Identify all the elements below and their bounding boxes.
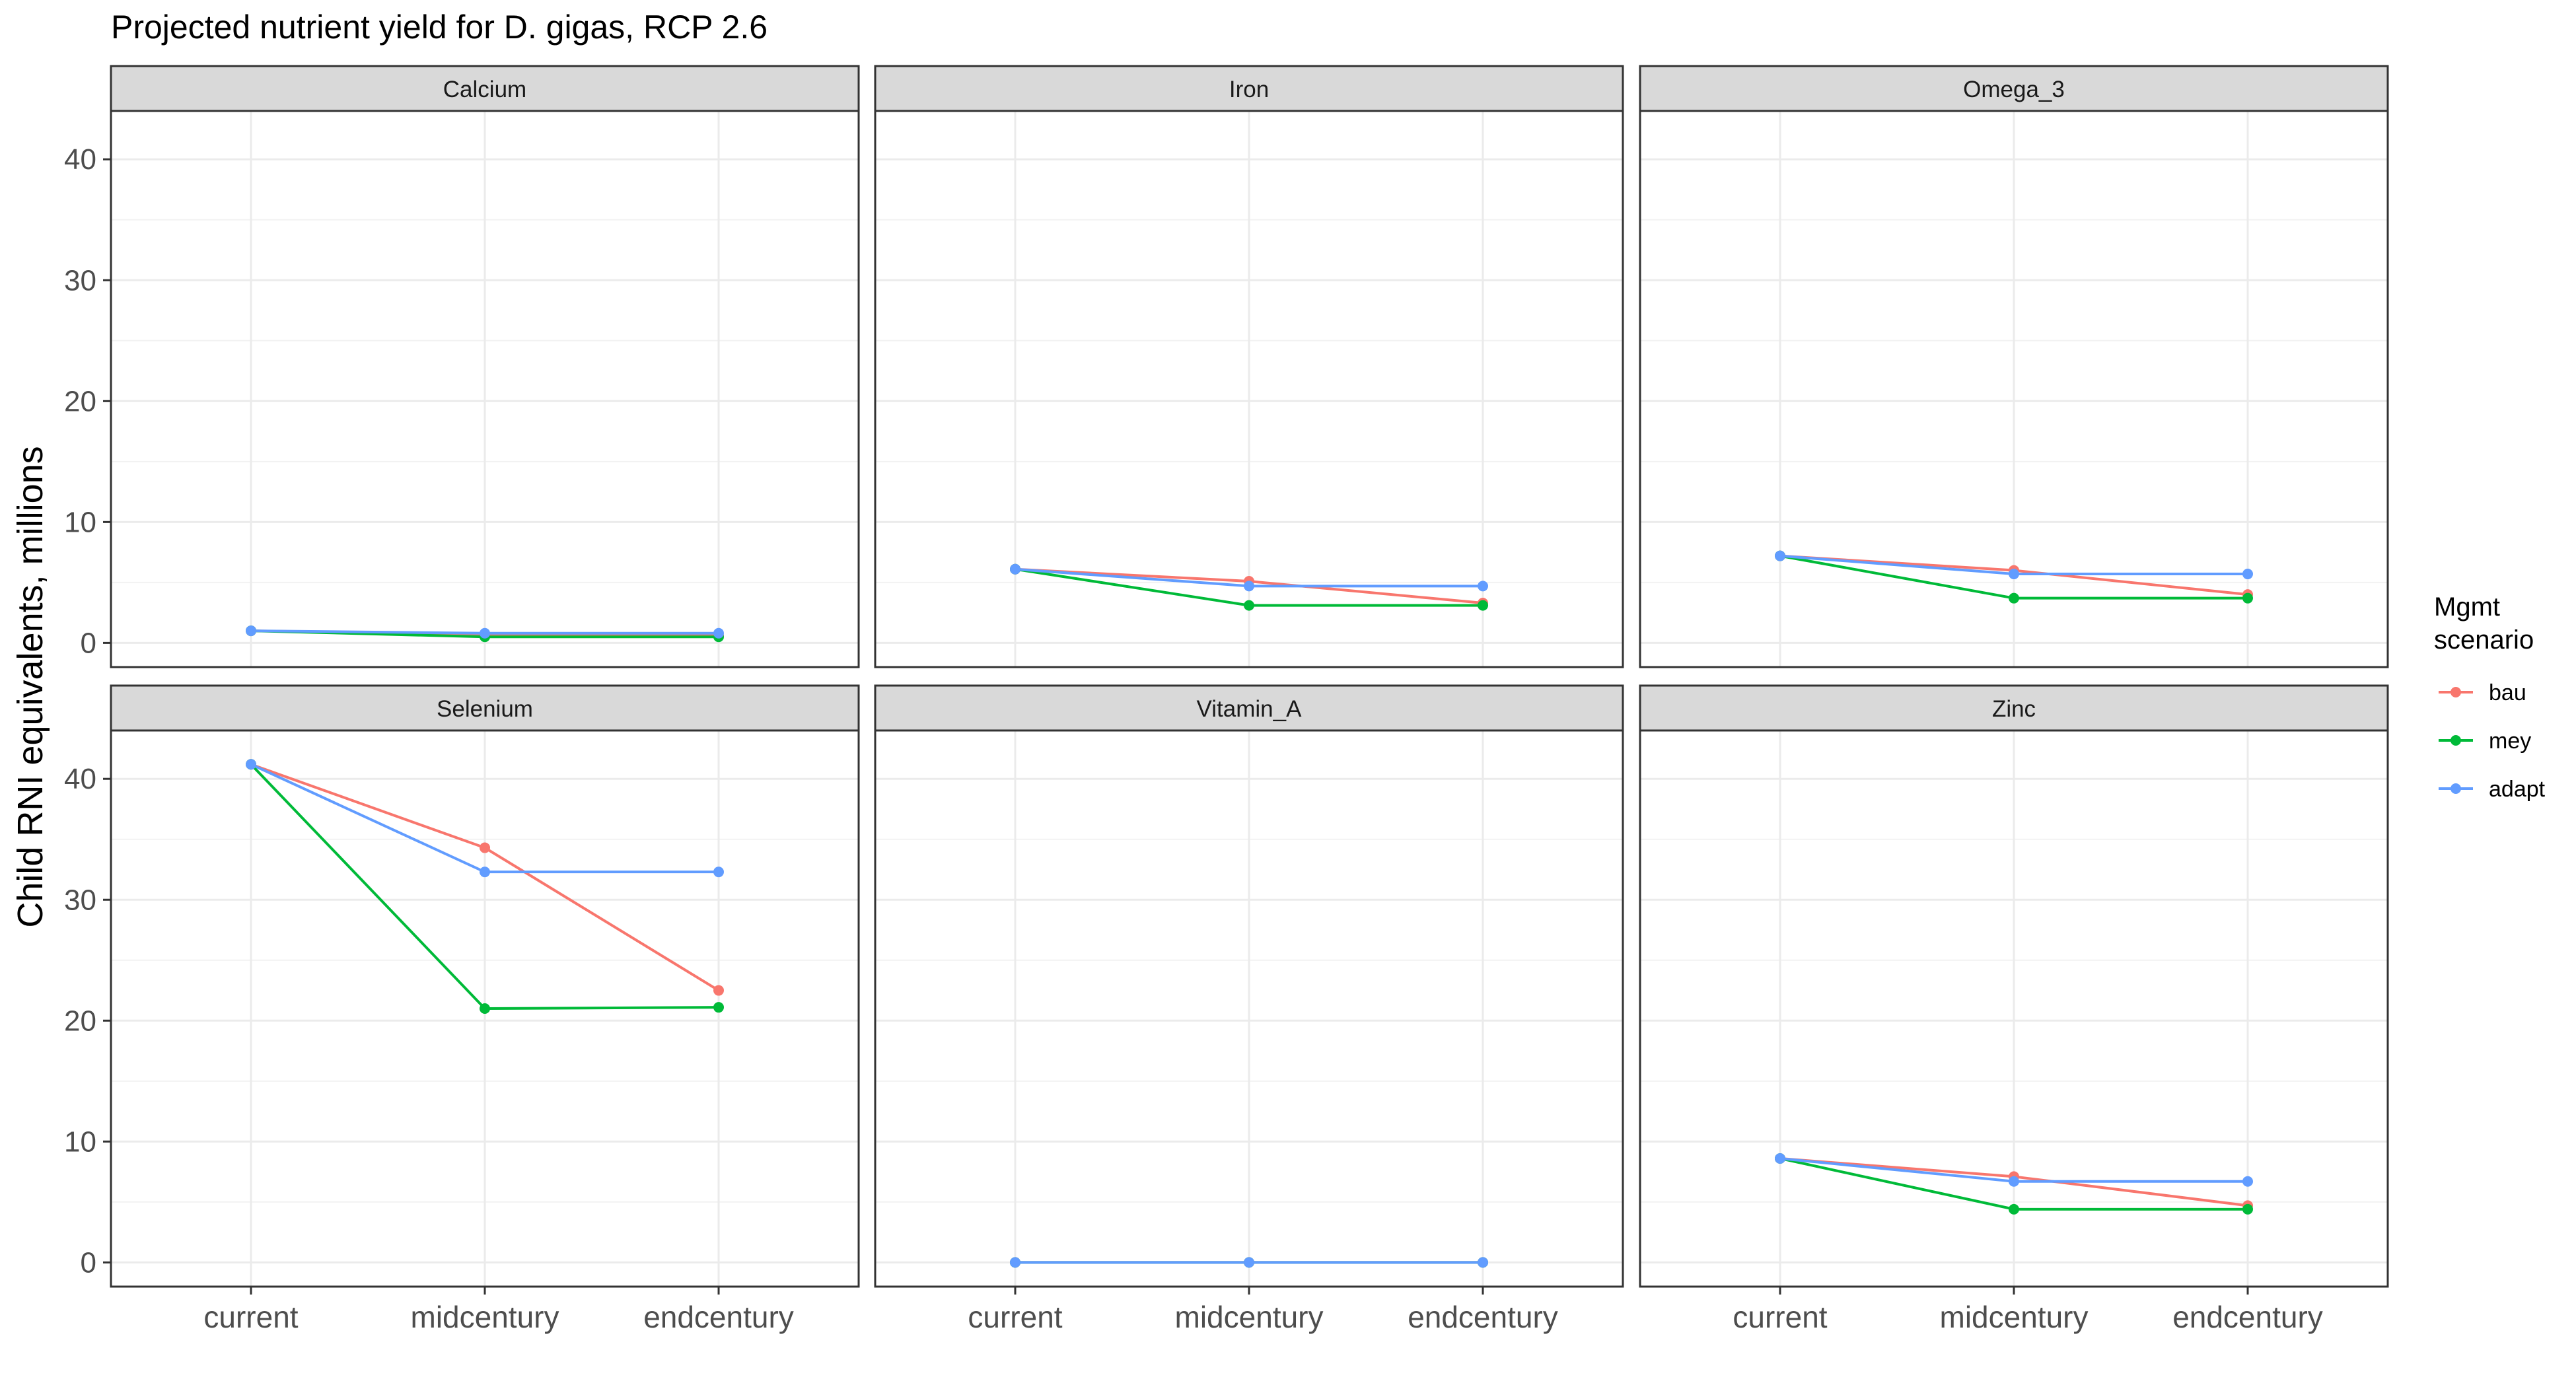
x-tick-label: endcentury	[2172, 1300, 2323, 1334]
legend-title-line-2: scenario	[2434, 625, 2534, 655]
panel-strip	[110, 684, 860, 732]
point-adapt	[713, 627, 724, 639]
point-adapt	[2242, 569, 2253, 580]
y-tick-label: 0	[81, 1246, 96, 1279]
point-adapt	[246, 625, 256, 637]
point-adapt	[1244, 581, 1254, 592]
point-adapt	[480, 627, 490, 639]
panel-strip-label: Calcium	[443, 77, 526, 102]
point-mey	[2242, 592, 2253, 604]
point-adapt	[1478, 581, 1488, 592]
x-tick-label: current	[1733, 1300, 1827, 1334]
legend-label: adapt	[2489, 777, 2546, 802]
y-tick-label: 10	[64, 1125, 96, 1158]
y-tick-label: 20	[64, 385, 96, 417]
point-adapt	[713, 867, 724, 878]
y-axis-label: Child RNI equivalents, millions	[11, 446, 50, 927]
x-tick-label: current	[968, 1300, 1062, 1334]
legend-entry-mey: mey	[2439, 729, 2531, 754]
x-tick-label: midcentury	[1175, 1300, 1324, 1334]
legend-entry-bau: bau	[2439, 680, 2526, 705]
panel-border	[110, 110, 860, 668]
legend-key-point	[2451, 687, 2461, 697]
panel-strip-label: Selenium	[437, 696, 533, 722]
y-tick-label: 20	[64, 1005, 96, 1037]
legend: Mgmt scenario bau mey adapt	[2434, 592, 2546, 802]
legend-entries: bau mey adapt	[2439, 680, 2546, 802]
point-mey	[1478, 600, 1488, 611]
panel-strip-label: Vitamin_A	[1197, 696, 1303, 722]
point-adapt	[480, 867, 490, 878]
legend-label: mey	[2489, 729, 2531, 754]
point-adapt	[1010, 563, 1020, 575]
legend-label: bau	[2489, 680, 2526, 705]
panel-strip-label: Omega_3	[1963, 77, 2065, 102]
point-adapt	[1010, 1257, 1020, 1268]
panel-strip	[874, 65, 1624, 112]
point-bau	[480, 842, 490, 853]
y-tick-label: 40	[64, 143, 96, 176]
x-tick-label: endcentury	[643, 1300, 794, 1334]
y-tick-label: 10	[64, 506, 96, 538]
y-tick-label: 40	[64, 763, 96, 795]
panel-strip	[1639, 684, 2389, 732]
point-mey	[2009, 592, 2019, 604]
y-tick-label: 30	[64, 884, 96, 916]
panel-calcium: Calcium 0 10 20 30 40	[64, 65, 860, 668]
legend-key-point	[2451, 735, 2461, 746]
panel-border	[874, 110, 1624, 668]
panels: Calcium 0 10 20 30 40 Iron Omega_3 Selenium 0 10 20…	[64, 65, 2389, 1334]
panel-strip-label: Iron	[1229, 77, 1269, 102]
point-mey	[2242, 1203, 2253, 1215]
point-adapt	[1478, 1257, 1488, 1268]
point-adapt	[1244, 1257, 1254, 1268]
panel-strip	[110, 65, 860, 112]
legend-key-point	[2451, 783, 2461, 794]
panel-zinc: Zinc current midcentury endcentury	[1639, 684, 2389, 1334]
panel-border	[1639, 110, 2389, 668]
legend-entry-adapt: adapt	[2439, 777, 2546, 802]
point-mey	[2009, 1203, 2019, 1215]
point-adapt	[1775, 550, 1785, 561]
point-adapt	[1775, 1153, 1785, 1164]
panel-omega-3: Omega_3	[1639, 65, 2389, 668]
y-tick-label: 30	[64, 264, 96, 297]
x-tick-label: current	[203, 1300, 298, 1334]
panel-iron: Iron	[874, 65, 1624, 668]
x-tick-label: endcentury	[1408, 1300, 1558, 1334]
point-adapt	[246, 759, 256, 770]
point-adapt	[2009, 569, 2019, 580]
legend-title-line-1: Mgmt	[2434, 592, 2500, 622]
x-tick-label: midcentury	[411, 1300, 559, 1334]
panel-selenium: Selenium 0 10 20 30 40 current midcentury endcen…	[64, 684, 860, 1334]
point-mey	[1244, 600, 1254, 611]
panel-strip	[1639, 65, 2389, 112]
chart-title: Projected nutrient yield for D. gigas, R…	[111, 9, 768, 46]
point-mey	[480, 1003, 490, 1014]
point-adapt	[2009, 1176, 2019, 1187]
point-mey	[713, 1002, 724, 1013]
panel-strip-label: Zinc	[1992, 696, 2036, 722]
legend-title: Mgmt scenario	[2434, 592, 2534, 655]
y-tick-label: 0	[81, 627, 96, 659]
point-adapt	[2242, 1176, 2253, 1187]
x-tick-label: midcentury	[1940, 1300, 2089, 1334]
point-bau	[713, 985, 724, 996]
